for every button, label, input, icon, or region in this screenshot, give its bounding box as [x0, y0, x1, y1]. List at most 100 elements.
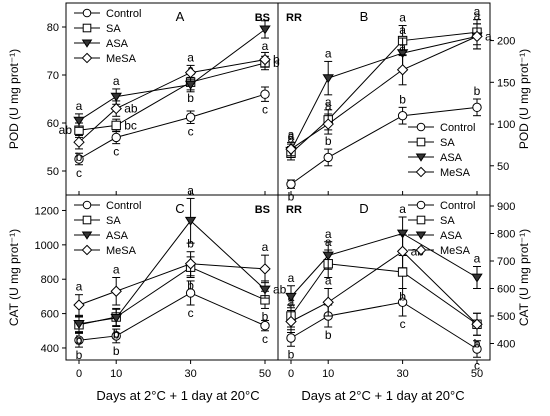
data-point	[397, 297, 408, 307]
series-line	[78, 59, 266, 143]
data-point	[185, 112, 196, 122]
series-line	[290, 35, 478, 150]
significance-letter: a	[262, 240, 269, 254]
significance-letter: a	[474, 5, 481, 19]
legend-label: SA	[106, 23, 121, 35]
y-tick-label: 500	[497, 311, 515, 323]
data-point	[322, 74, 334, 84]
panel-letter: B	[360, 9, 369, 24]
y-tick-label: 50	[47, 166, 59, 178]
significance-letter: b	[187, 279, 194, 293]
data-point	[396, 245, 409, 258]
legend: Control SA ASA MeSA	[74, 8, 141, 65]
series-line	[78, 266, 266, 326]
data-point	[111, 132, 121, 143]
data-point	[259, 53, 271, 66]
significance-letter: c	[113, 145, 119, 159]
data-point	[397, 110, 408, 121]
series-line	[290, 35, 478, 151]
legend-label: Control	[106, 8, 141, 20]
data-point	[396, 229, 409, 239]
legend-label: ASA	[106, 38, 129, 50]
significance-letter: b	[76, 333, 83, 347]
x-tick-label: 0	[288, 368, 294, 380]
y-tick-label: 800	[41, 274, 59, 286]
data-point	[184, 216, 197, 226]
data-point	[73, 116, 85, 126]
legend-label: ASA	[106, 230, 129, 242]
significance-letter: b	[288, 347, 295, 361]
data-point	[396, 49, 409, 59]
y-tick-label: 700	[497, 256, 515, 268]
data-point	[285, 292, 297, 302]
significance-letter: a	[288, 132, 295, 146]
significance-letter: a	[325, 99, 332, 113]
data-point	[471, 273, 483, 283]
significance-letter: b	[187, 91, 194, 105]
y-axis-title: CAT (U mg prot⁻¹)	[7, 229, 21, 326]
legend-marker	[416, 137, 426, 147]
legend-marker	[416, 122, 426, 132]
significance-letter: a	[113, 74, 120, 88]
significance-letter: b	[325, 328, 332, 342]
significance-letter: b	[474, 336, 481, 350]
data-point	[323, 152, 333, 163]
legend-marker	[82, 215, 92, 225]
y-tick-label: 600	[497, 284, 515, 296]
series-line	[290, 106, 478, 185]
y-tick-label: 600	[41, 309, 59, 321]
series-control: c c c c	[74, 86, 270, 180]
y-tick-label: 1000	[35, 240, 59, 252]
panel-letter: D	[359, 201, 368, 216]
y-axis-title: POD (U mg prot⁻¹)	[7, 49, 21, 149]
data-point	[286, 179, 296, 189]
significance-letter: ab	[273, 283, 287, 297]
legend: Control SA ASA MeSA	[74, 200, 141, 257]
significance-letter: a	[399, 11, 406, 25]
significance-letter: b	[113, 344, 120, 358]
significance-letter: a	[187, 183, 194, 197]
legend-marker	[415, 166, 427, 178]
legend-label: SA	[440, 137, 455, 149]
significance-letter: a	[262, 39, 269, 53]
x-tick-label: 30	[396, 368, 408, 380]
legend-marker	[82, 8, 92, 18]
significance-letter: b	[288, 189, 295, 203]
data-point	[185, 288, 196, 298]
legend-label: SA	[106, 215, 121, 227]
y-tick-label: 60	[47, 118, 59, 130]
data-point	[110, 92, 122, 102]
significance-letter: ab	[124, 102, 138, 116]
significance-letter: c	[400, 317, 406, 331]
data-point	[111, 331, 121, 341]
series-sa: ab bc b b	[59, 55, 280, 138]
y-tick-label: 80	[47, 22, 59, 34]
data-point	[110, 285, 122, 297]
significance-letter: b	[76, 348, 83, 362]
significance-letter: a	[187, 50, 194, 64]
significance-letter: b	[262, 309, 269, 323]
data-point	[110, 102, 122, 115]
significance-letter: c	[76, 166, 82, 180]
data-point	[184, 80, 197, 90]
significance-letter: a	[399, 23, 406, 37]
legend-marker	[81, 231, 93, 240]
significance-letter: a	[399, 202, 406, 216]
significance-letter: a	[76, 99, 83, 113]
legend-label: MeSA	[440, 167, 471, 179]
panel-tag: RR	[286, 12, 302, 24]
legend-label: MeSA	[106, 245, 137, 257]
data-point	[184, 258, 197, 270]
significance-letter: a	[288, 127, 295, 141]
legend-marker	[415, 153, 427, 162]
legend-label: Control	[440, 200, 475, 212]
significance-letter: a	[288, 129, 295, 143]
y-tick-label: 70	[47, 70, 59, 82]
data-point	[111, 120, 121, 131]
data-point	[286, 333, 296, 343]
